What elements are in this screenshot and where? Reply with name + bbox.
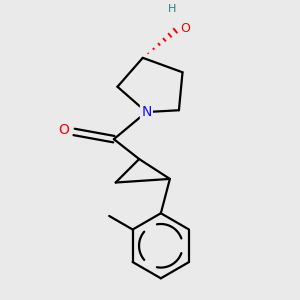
Text: H: H — [167, 4, 176, 14]
Text: O: O — [181, 22, 190, 35]
Text: O: O — [58, 123, 69, 137]
Text: N: N — [141, 105, 152, 119]
